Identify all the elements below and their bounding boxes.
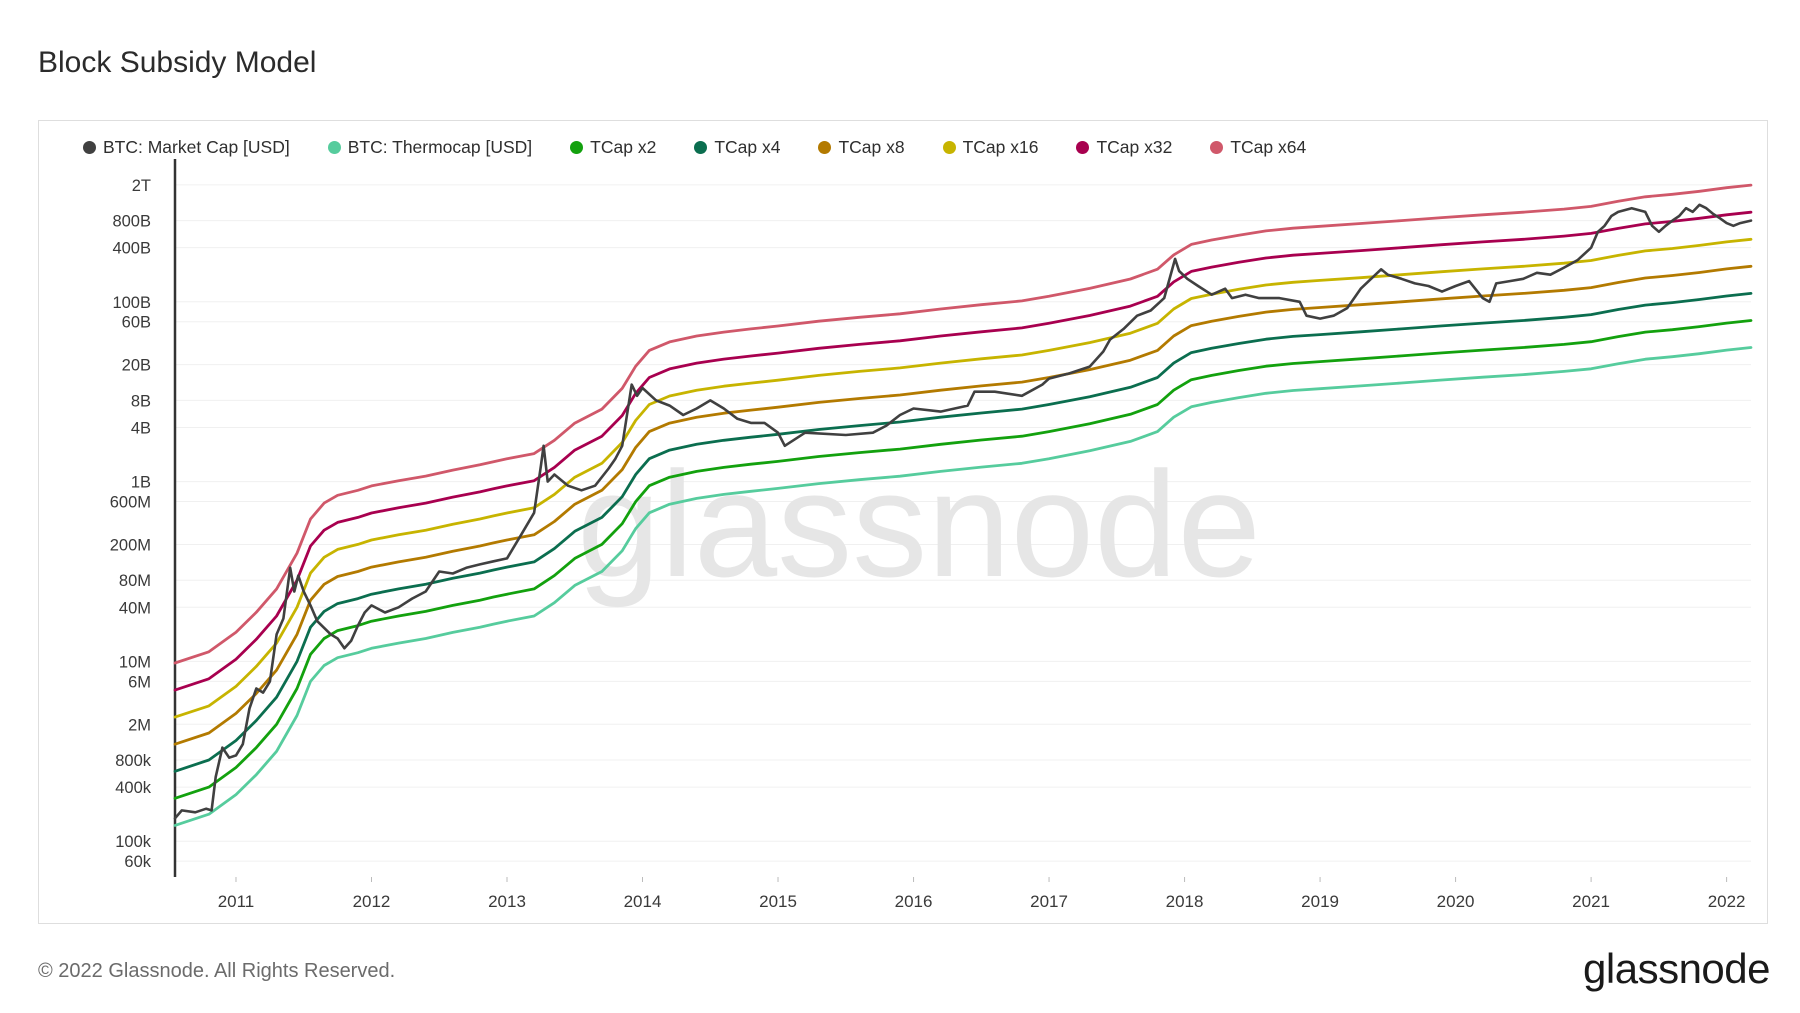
legend-label: TCap x64 [1230,137,1307,157]
y-tick-label: 60k [124,853,151,871]
x-tick-label: 2015 [759,892,797,911]
legend-label: TCap x2 [590,137,657,157]
legend-item-tcap-x64[interactable]: TCap x64 [1210,137,1306,158]
x-tick-label: 2019 [1301,892,1339,911]
legend-item-tcap-x32[interactable]: TCap x32 [1076,137,1172,158]
watermark-text: glassnode [577,440,1261,608]
y-tick-label: 60B [122,314,151,332]
page-title: Block Subsidy Model [38,46,317,79]
legend-label: BTC: Market Cap [USD] [103,137,290,157]
x-tick-label: 2014 [624,892,662,911]
legend-dot-icon [1210,141,1224,154]
x-tick-label: 2011 [218,892,255,911]
y-tick-label: 20B [122,357,151,375]
legend-item-tcap-x16[interactable]: TCap x16 [942,137,1039,158]
legend-dot-icon [942,141,956,154]
legend-label: BTC: Thermocap [USD] [347,137,533,157]
legend-dot-icon [570,141,584,154]
y-tick-label: 6M [128,673,151,691]
legend-dot-icon [83,141,96,154]
y-tick-label: 400k [115,779,152,797]
y-tick-label: 1B [131,474,151,492]
legend-label: TCap x4 [714,137,781,157]
brand-logo[interactable]: glassnode [1583,945,1770,992]
y-tick-label: 100k [115,833,152,851]
y-tick-label: 200M [110,536,151,554]
legend-item-btc-thermocap-usd[interactable]: BTC: Thermocap [USD] [327,137,533,158]
y-tick-label: 8B [131,392,151,410]
y-tick-label: 600M [110,494,151,512]
copyright-text: © 2022 Glassnode. All Rights Reserved. [38,960,396,982]
x-tick-label: 2021 [1572,892,1610,911]
series-line-tcap-x64 [173,183,1753,665]
y-tick-label: 2T [132,177,151,195]
legend-dot-icon [1076,141,1090,154]
series-line-tcap-x4 [173,292,1753,773]
x-tick-label: 2018 [1166,892,1204,911]
y-tick-label: 4B [131,419,151,437]
y-tick-label: 800k [115,752,152,770]
x-tick-label: 2020 [1437,892,1475,911]
legend-label: TCap x32 [1096,137,1173,157]
series-line-btc-market-cap-usd [173,203,1753,820]
legend-item-tcap-x4[interactable]: TCap x4 [694,137,780,158]
y-tick-label: 2M [128,716,151,734]
x-tick-label: 2012 [353,892,391,911]
legend-item-tcap-x8[interactable]: TCap x8 [818,137,905,158]
x-tick-label: 2017 [1030,892,1068,911]
series-line-tcap-x2 [173,319,1753,800]
y-tick-label: 80M [119,572,151,590]
y-tick-label: 800B [112,213,151,231]
chart-legend: BTC: Market Cap [USD] BTC: Thermocap [USD… [83,137,1344,158]
x-tick-label: 2016 [895,892,933,911]
series-line-tcap-x8 [173,264,1753,746]
x-tick-label: 2022 [1708,892,1746,911]
legend-item-btc-market-cap-usd[interactable]: BTC: Market Cap [USD] [83,137,290,158]
series-line-btc-thermocap-usd [173,346,1753,827]
legend-label: TCap x16 [962,137,1039,157]
y-tick-label: 400B [112,240,151,258]
series-line-tcap-x16 [173,237,1753,719]
chart-panel: BTC: Market Cap [USD] BTC: Thermocap [USD… [38,120,1768,924]
legend-label: TCap x8 [838,137,905,157]
chart-plot: glassnode 2T 800B 400B 100B 60B 20B 8B 4B 1B 600M 2… [110,159,1753,911]
legend-dot-icon [694,141,708,154]
x-tick-label: 2013 [488,892,526,911]
legend-dot-icon [818,141,832,154]
series-line-tcap-x32 [173,210,1753,692]
legend-item-tcap-x2[interactable]: TCap x2 [570,137,656,158]
legend-dot-icon [327,141,341,154]
y-tick-label: 10M [119,653,151,671]
y-tick-label: 100B [112,294,151,312]
y-tick-label: 40M [119,599,151,617]
